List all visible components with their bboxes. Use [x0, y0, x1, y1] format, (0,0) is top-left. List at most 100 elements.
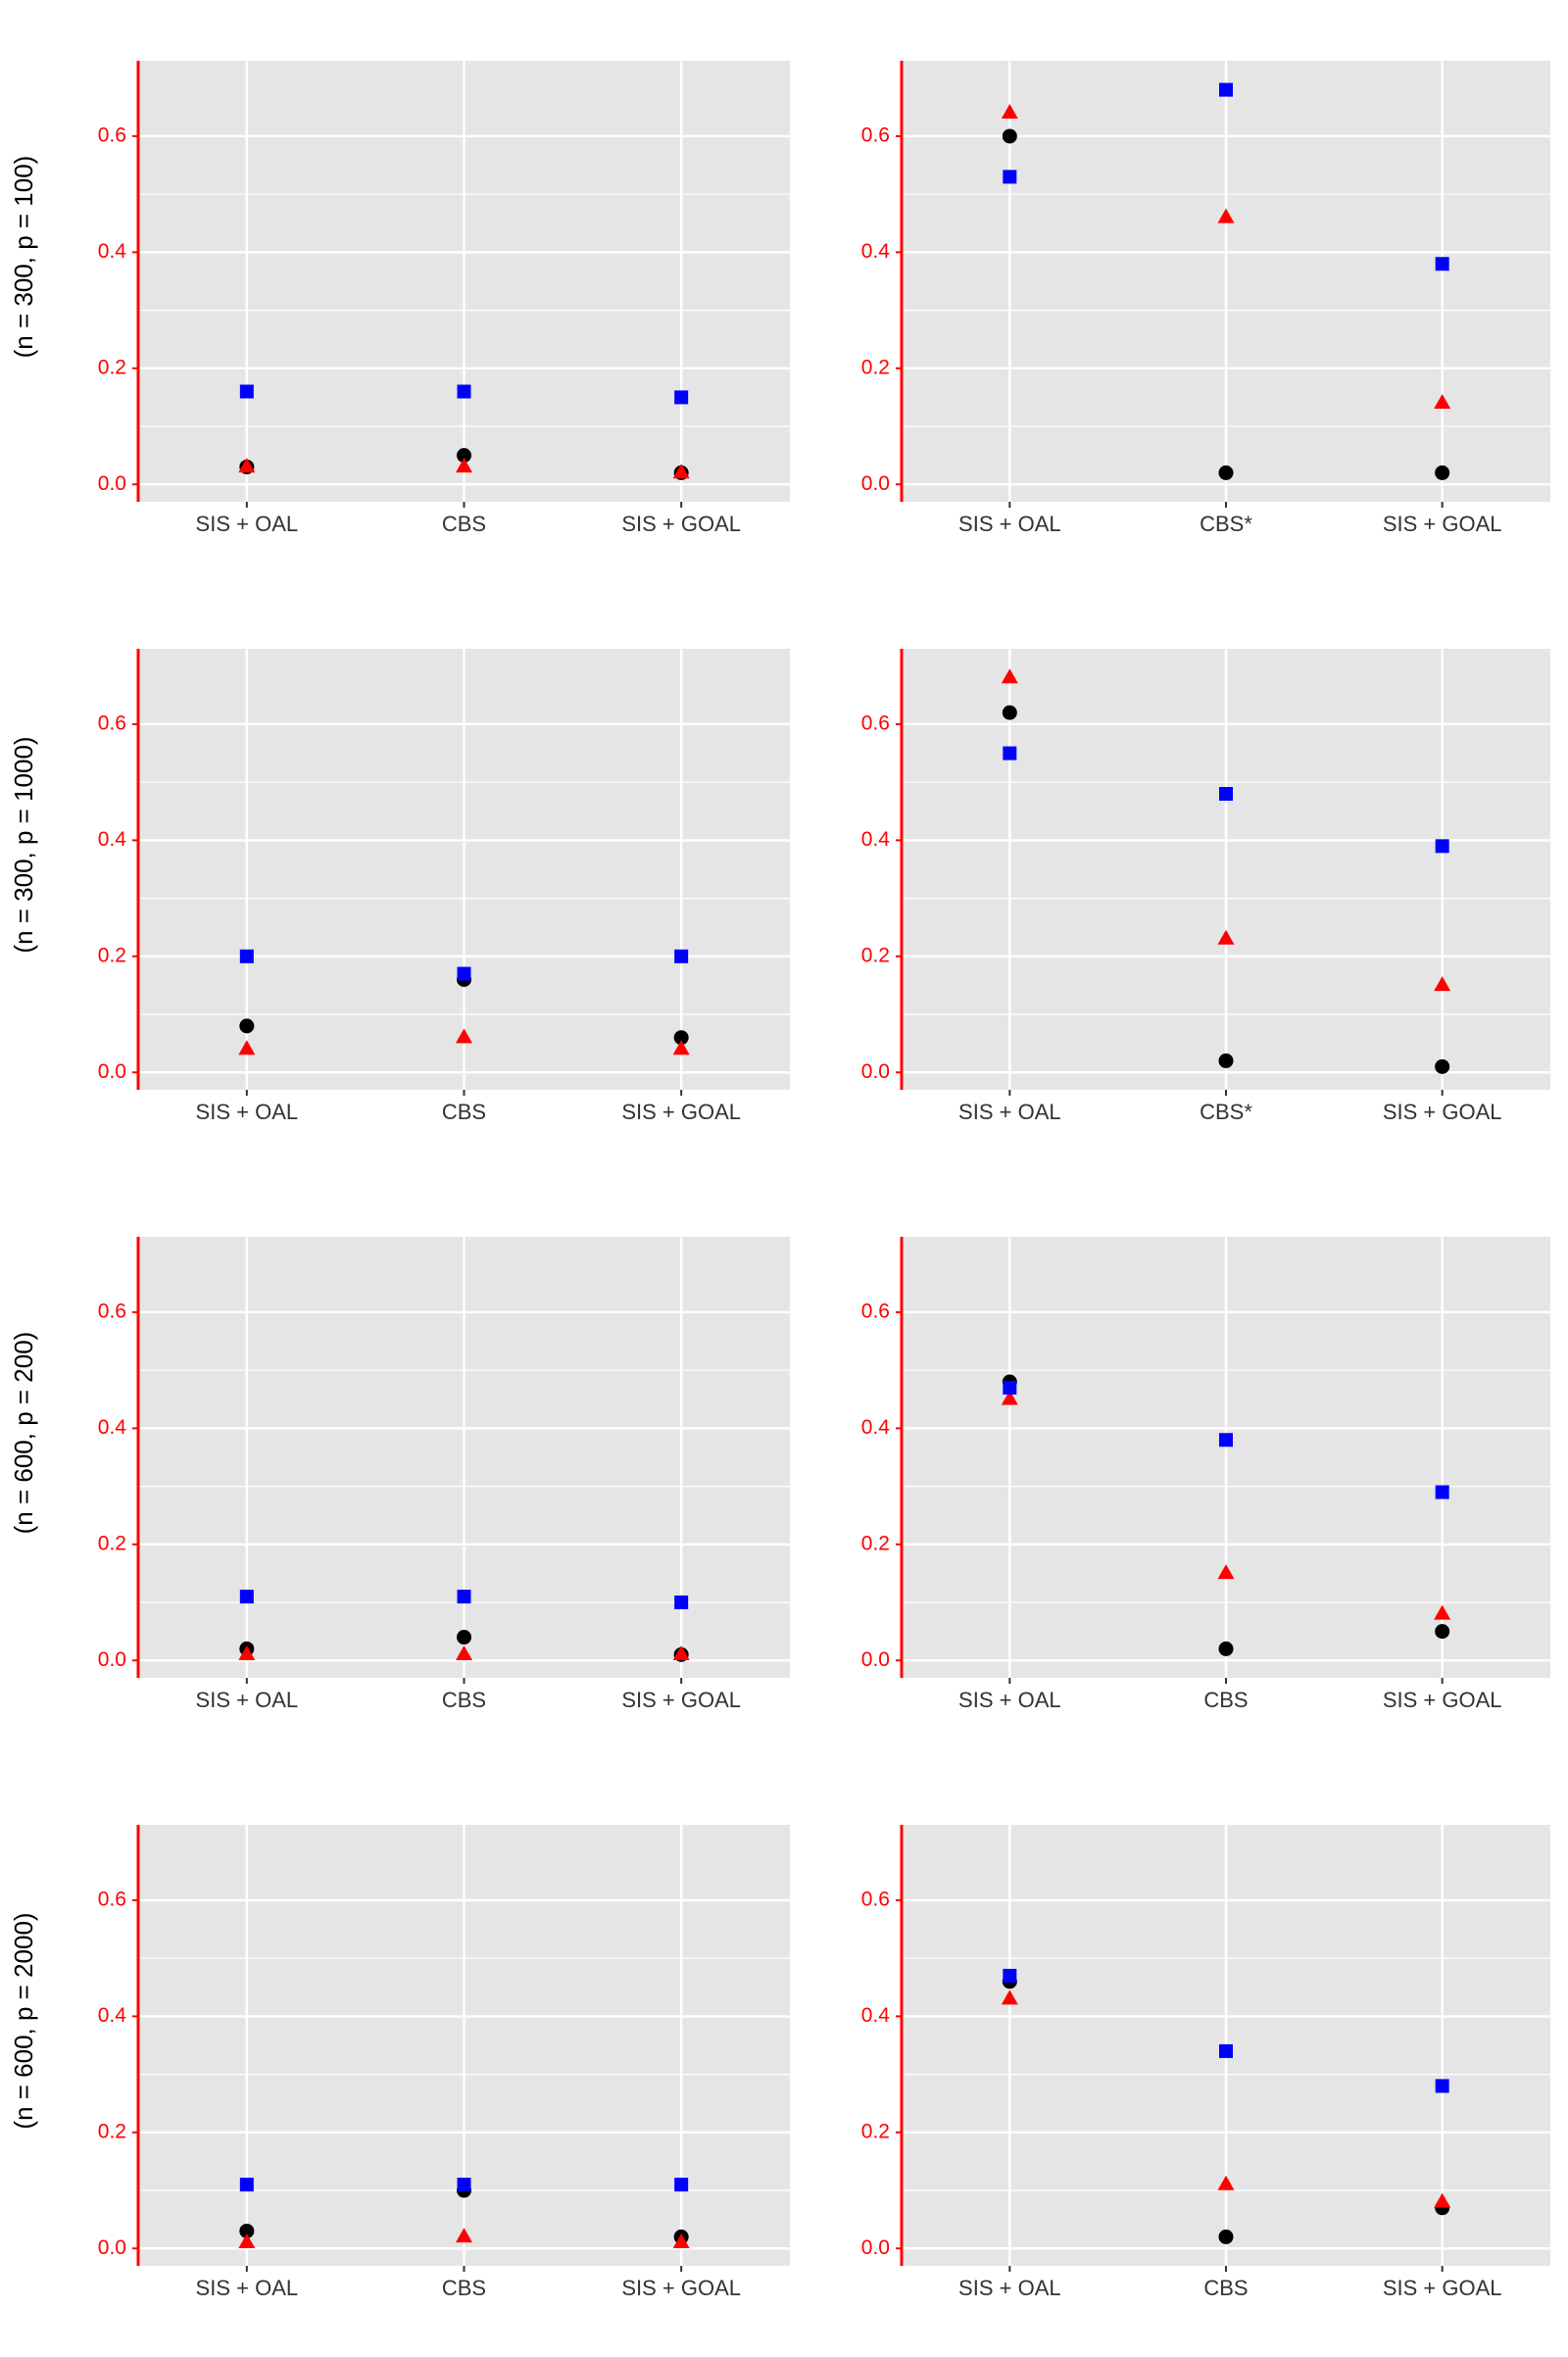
data-point-circle [1218, 1641, 1234, 1656]
data-point-triangle [456, 1028, 472, 1044]
data-point-square [1435, 839, 1449, 854]
data-point-circle [239, 2223, 255, 2238]
data-point-square [1003, 746, 1017, 761]
panel-1-0: 0.0 0.2 0.4 0.6 SIS + OAL CBS SIS + GOAL [98, 649, 790, 1124]
data-point-triangle [1001, 103, 1018, 119]
data-point-triangle [1434, 394, 1451, 410]
data-point-triangle [672, 464, 690, 479]
y-tick-label: 0.0 [861, 1060, 890, 1083]
y-tick-label: 0.0 [861, 472, 890, 495]
data-point-circle [1435, 1058, 1450, 1074]
x-tick-label: SIS + GOAL [1383, 512, 1502, 536]
data-point-circle [1435, 465, 1450, 480]
data-point-triangle [456, 2228, 472, 2243]
x-tick-label: SIS + OAL [196, 512, 299, 536]
x-tick-label: SIS + OAL [958, 512, 1061, 536]
data-point-square [674, 390, 689, 405]
data-point-square [1435, 2079, 1449, 2093]
data-point-square [674, 1596, 689, 1610]
data-point-circle [1002, 128, 1017, 144]
x-tick-label: SIS + GOAL [621, 2276, 741, 2300]
row-label: (n = 300, p = 100) [9, 156, 38, 359]
data-point-square [239, 384, 254, 399]
panel-3-1: 0.0 0.2 0.4 0.6 SIS + OAL CBS SIS + GOAL [861, 1825, 1550, 2300]
data-point-square [1219, 787, 1233, 802]
row-label: (n = 600, p = 200) [9, 1332, 38, 1535]
x-tick-label: SIS + GOAL [1383, 2276, 1502, 2300]
data-point-triangle [1001, 1390, 1018, 1405]
y-tick-label: 0.6 [98, 124, 126, 147]
data-point-triangle [1217, 929, 1235, 945]
data-point-square [457, 966, 471, 981]
data-point-square [1003, 1968, 1017, 1983]
data-point-circle [457, 448, 471, 464]
data-point-square [674, 949, 689, 963]
y-tick-label: 0.2 [861, 2120, 890, 2142]
x-tick-label: SIS + OAL [196, 1688, 299, 1712]
y-tick-label: 0.2 [861, 944, 890, 966]
row-label: (n = 600, p = 2000) [9, 1912, 38, 2129]
y-tick-label: 0.6 [861, 1889, 890, 1911]
data-point-square [1219, 82, 1233, 97]
panel-1-1: 0.0 0.2 0.4 0.6 SIS + OAL CBS* SIS + GOAL [861, 649, 1550, 1124]
data-point-triangle [238, 458, 256, 473]
y-tick-label: 0.2 [98, 356, 126, 378]
y-tick-label: 0.6 [98, 1889, 126, 1911]
data-point-triangle [1217, 1564, 1235, 1580]
y-tick-label: 0.2 [98, 944, 126, 966]
x-tick-label: SIS + GOAL [621, 512, 741, 536]
data-point-square [239, 1590, 254, 1604]
y-tick-label: 0.4 [861, 2004, 891, 2027]
y-tick-label: 0.4 [98, 1416, 127, 1439]
data-point-circle [1218, 1053, 1234, 1068]
row-label: (n = 300, p = 1000) [9, 736, 38, 953]
y-tick-label: 0.0 [98, 2236, 126, 2259]
y-tick-label: 0.0 [98, 1648, 126, 1671]
data-point-square [1003, 170, 1017, 184]
data-point-triangle [1001, 668, 1018, 684]
y-tick-label: 0.6 [98, 1301, 126, 1323]
panel-0-0: 0.0 0.2 0.4 0.6 SIS + OAL CBS SIS + GOAL [98, 61, 790, 536]
data-point-circle [239, 1018, 255, 1034]
x-tick-label: SIS + OAL [958, 1688, 1061, 1712]
y-tick-label: 0.2 [861, 356, 890, 378]
data-point-triangle [1434, 1604, 1451, 1620]
data-point-square [1003, 1380, 1017, 1395]
data-point-circle [1218, 2229, 1234, 2244]
data-point-circle [673, 1030, 689, 1046]
data-point-circle [1435, 1624, 1450, 1640]
x-tick-label: CBS [442, 1688, 486, 1712]
y-tick-label: 0.4 [98, 828, 127, 851]
data-point-square [239, 2178, 254, 2192]
y-tick-label: 0.0 [98, 472, 126, 495]
x-tick-label: CBS [442, 512, 486, 536]
panel-0-1: 0.0 0.2 0.4 0.6 SIS + OAL CBS* SIS + GOAL [861, 61, 1550, 536]
y-tick-label: 0.4 [861, 828, 891, 851]
data-point-triangle [1434, 976, 1451, 992]
data-point-square [457, 1590, 471, 1604]
data-point-square [674, 2178, 689, 2192]
data-point-circle [457, 1630, 471, 1645]
data-point-triangle [238, 2234, 256, 2249]
data-point-triangle [238, 1040, 256, 1056]
data-point-circle [1002, 705, 1017, 720]
y-tick-label: 0.6 [861, 1301, 890, 1323]
x-tick-label: SIS + OAL [196, 2276, 299, 2300]
x-tick-label: CBS [1203, 2276, 1248, 2300]
data-point-triangle [1217, 2175, 1235, 2190]
panel-2-0: 0.0 0.2 0.4 0.6 SIS + OAL CBS SIS + GOAL [98, 1237, 790, 1712]
data-point-square [457, 2178, 471, 2192]
y-tick-label: 0.4 [861, 1416, 891, 1439]
x-tick-label: SIS + OAL [196, 1100, 299, 1124]
data-point-triangle [456, 458, 472, 473]
data-point-square [239, 949, 254, 963]
y-tick-label: 0.0 [861, 2236, 890, 2259]
data-point-square [1219, 1433, 1233, 1448]
x-tick-label: CBS [1203, 1688, 1248, 1712]
y-tick-label: 0.4 [98, 240, 127, 263]
x-tick-label: CBS [442, 1100, 486, 1124]
y-tick-label: 0.6 [98, 712, 126, 735]
data-point-square [1219, 2043, 1233, 2058]
data-point-triangle [1001, 1989, 1018, 2005]
